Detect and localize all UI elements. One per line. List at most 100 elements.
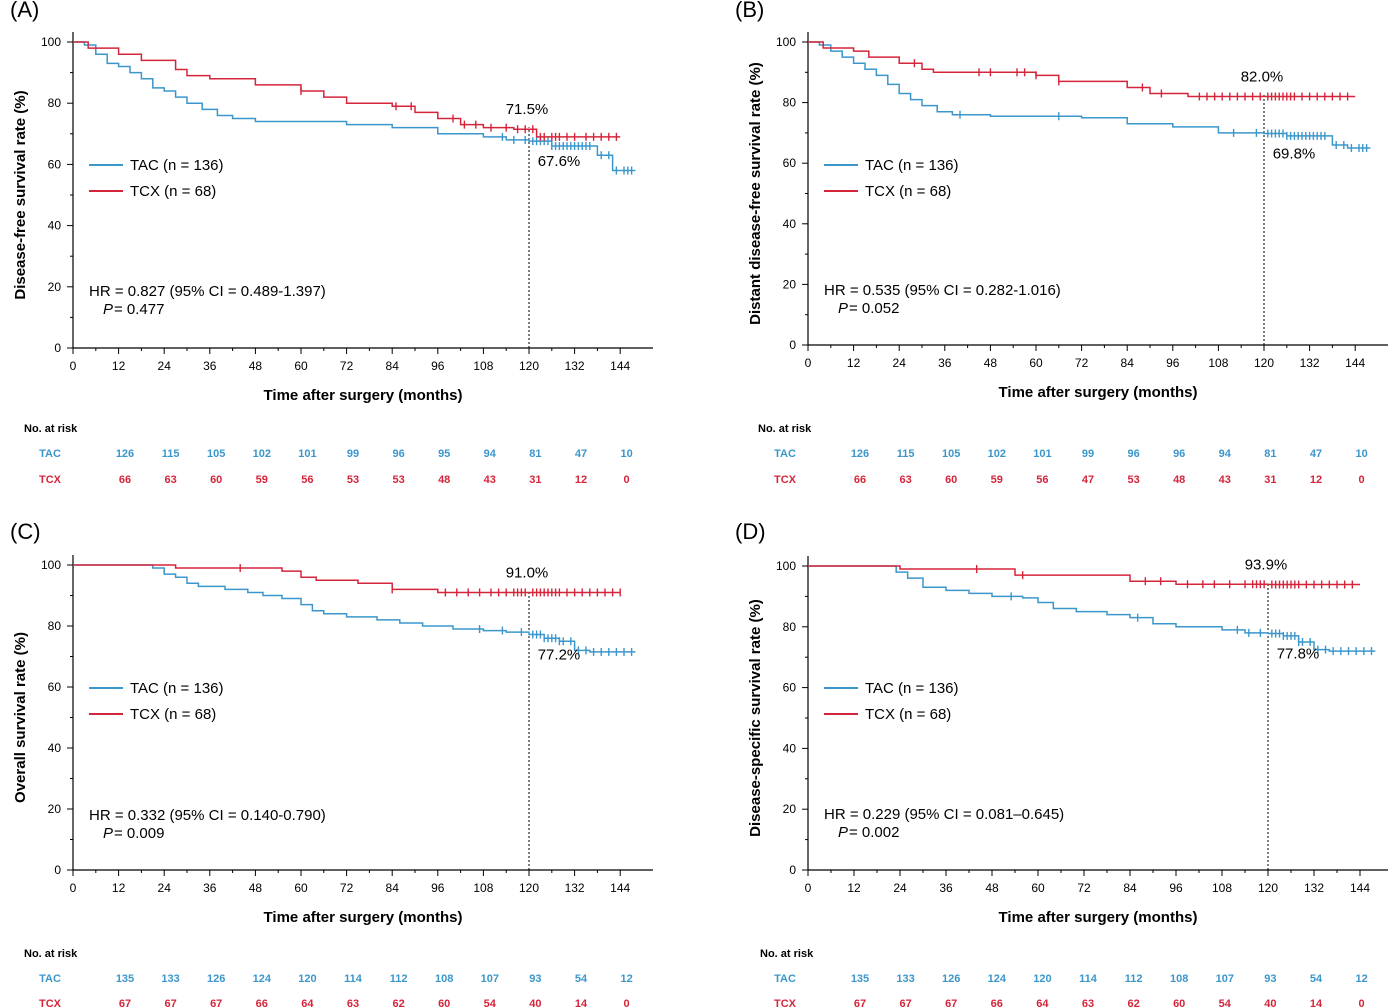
x-tick-label: 24	[158, 881, 172, 895]
y-tick-label: 80	[48, 619, 62, 633]
x-tick-label: 132	[565, 359, 585, 373]
at-risk-tcx-value: 56	[301, 474, 313, 486]
at-risk-tcx-value: 67	[945, 998, 957, 1008]
at-risk-tac-value: 101	[298, 448, 316, 460]
y-tick-label: 80	[783, 96, 797, 110]
y-axis-label: Distant disease-free survival rate (%)	[747, 62, 764, 325]
at-risk-tac-value: 96	[392, 448, 404, 460]
x-tick-label: 0	[805, 356, 812, 370]
at-risk-row-label-tac: TAC	[39, 973, 61, 985]
at-risk-tcx-value: 66	[119, 474, 131, 486]
at-risk-tcx-value: 14	[575, 998, 588, 1008]
panel-2: (B)0 12 24 36 48 60 72 84 96 108 120 132 14402040608…	[735, 0, 1388, 486]
hazard-ratio-text: HR = 0.535 (95% CI = 0.282-1.016)	[824, 282, 1061, 299]
at-risk-tac-value: 126	[851, 448, 869, 460]
at-risk-tcx-value: 63	[164, 474, 176, 486]
at-risk-tcx-value: 67	[119, 998, 131, 1008]
at-risk-tcx-value: 43	[484, 474, 496, 486]
at-risk-title: No. at risk	[24, 948, 78, 960]
x-tick-label: 48	[249, 359, 263, 373]
x-tick-label: 36	[939, 881, 953, 895]
at-risk-tcx-value: 56	[1036, 474, 1048, 486]
x-tick-label: 132	[565, 881, 585, 895]
at-risk-tac-value: 120	[1033, 973, 1051, 985]
at-risk-tac-value: 99	[1082, 448, 1094, 460]
at-risk-tcx-value: 53	[347, 474, 359, 486]
panel-4: (D)0 12 24 36 48 60 72 84 96 108 120 132 14402040608…	[735, 519, 1388, 1008]
at-risk-row-label-tcx: TCX	[39, 998, 62, 1008]
x-tick-label: 144	[1345, 356, 1365, 370]
at-risk-tac-value: 94	[484, 448, 497, 460]
x-tick-label: 72	[340, 881, 354, 895]
x-tick-label: 84	[1123, 881, 1137, 895]
y-tick-label: 20	[48, 280, 62, 294]
at-risk-tcx-value: 62	[1127, 998, 1139, 1008]
y-tick-label: 80	[48, 96, 62, 110]
y-tick-label: 0	[54, 341, 61, 355]
at-risk-tcx-value: 60	[210, 474, 222, 486]
tcx-annotation: 82.0%	[1241, 69, 1284, 86]
at-risk-row-label-tac: TAC	[774, 448, 796, 460]
at-risk-tac-value: 12	[620, 973, 632, 985]
y-tick-label: 100	[776, 35, 796, 49]
at-risk-tcx-value: 43	[1219, 474, 1231, 486]
tac-legend-label: TAC (n = 136)	[130, 680, 224, 697]
x-tick-label: 84	[1121, 356, 1135, 370]
at-risk-tac-value: 105	[942, 448, 960, 460]
at-risk-tac-value: 135	[851, 973, 869, 985]
tac-survival-curve	[808, 565, 1376, 652]
at-risk-tcx-value: 48	[1173, 474, 1185, 486]
x-tick-label: 48	[985, 881, 999, 895]
x-tick-label: 144	[1350, 881, 1370, 895]
x-tick-label: 108	[1212, 881, 1232, 895]
tac-legend-label: TAC (n = 136)	[130, 157, 224, 174]
hazard-ratio-text: HR = 0.332 (95% CI = 0.140-0.790)	[89, 807, 326, 824]
tac-survival-curve	[808, 41, 1371, 149]
tcx-legend-label: TCX (n = 68)	[865, 706, 951, 723]
at-risk-tcx-value: 53	[1127, 474, 1139, 486]
x-tick-label: 36	[203, 359, 217, 373]
p-value: = 0.009	[114, 825, 164, 842]
at-risk-tac-value: 10	[620, 448, 632, 460]
x-tick-label: 144	[610, 359, 630, 373]
at-risk-tcx-value: 67	[210, 998, 222, 1008]
hazard-ratio-text: HR = 0.827 (95% CI = 0.489-1.397)	[89, 283, 326, 300]
tcx-survival-curve	[808, 565, 1360, 586]
at-risk-tac-value: 135	[116, 973, 134, 985]
x-tick-label: 120	[519, 359, 539, 373]
x-tick-label: 120	[1258, 881, 1278, 895]
at-risk-tac-value: 115	[162, 448, 180, 460]
y-tick-label: 100	[776, 559, 796, 573]
at-risk-tcx-value: 59	[256, 474, 268, 486]
at-risk-row-label-tcx: TCX	[774, 998, 797, 1008]
x-tick-label: 24	[893, 881, 907, 895]
tcx-legend-label: TCX (n = 68)	[865, 183, 951, 200]
at-risk-tcx-value: 62	[392, 998, 404, 1008]
y-axis-label: Disease-specific survival rate (%)	[747, 599, 764, 837]
x-tick-label: 0	[70, 359, 77, 373]
at-risk-tac-value: 94	[1219, 448, 1232, 460]
at-risk-tcx-value: 53	[392, 474, 404, 486]
at-risk-tcx-value: 40	[529, 998, 541, 1008]
at-risk-row-label-tac: TAC	[39, 448, 61, 460]
at-risk-tac-value: 81	[1264, 448, 1276, 460]
y-tick-label: 60	[783, 156, 797, 170]
y-tick-label: 40	[783, 741, 797, 755]
at-risk-tac-value: 133	[896, 973, 914, 985]
x-tick-label: 24	[893, 356, 907, 370]
tac-annotation: 69.8%	[1273, 146, 1316, 163]
tcx-annotation: 93.9%	[1245, 557, 1288, 574]
at-risk-tac-value: 126	[207, 973, 225, 985]
x-tick-label: 96	[431, 881, 445, 895]
x-tick-label: 72	[1077, 881, 1091, 895]
x-tick-label: 108	[473, 359, 493, 373]
panel-1: (A)0 12 24 36 48 60 72 84 96 108 120 132 14402040608…	[10, 0, 653, 486]
at-risk-tcx-value: 40	[1264, 998, 1276, 1008]
at-risk-tcx-value: 47	[1082, 474, 1094, 486]
p-value-label: P	[103, 825, 113, 842]
y-axis-label: Disease-free survival rate (%)	[12, 90, 29, 299]
p-value: = 0.002	[849, 824, 899, 841]
x-tick-label: 120	[519, 881, 539, 895]
y-tick-label: 20	[783, 277, 797, 291]
y-tick-label: 60	[48, 157, 62, 171]
